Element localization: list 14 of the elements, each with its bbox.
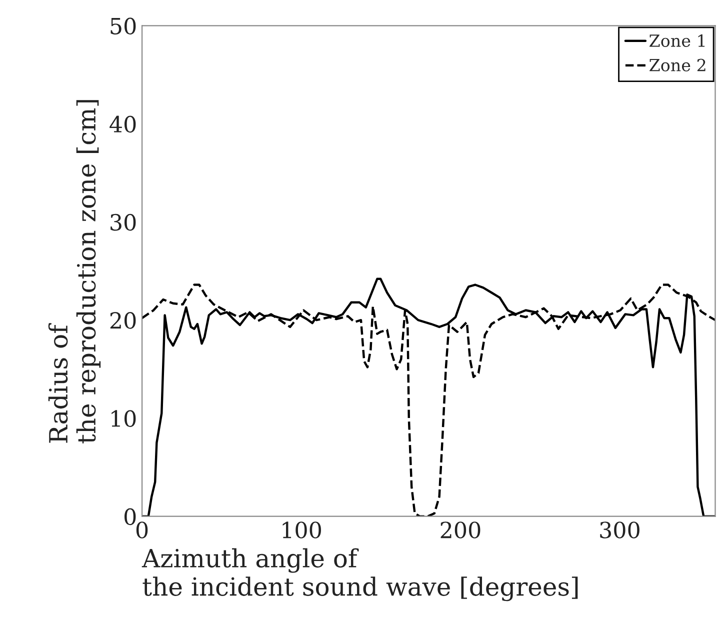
x-tick-label: 100 xyxy=(282,522,321,538)
y-tick-label: 20 xyxy=(110,312,136,329)
x-tick-label: 0 xyxy=(136,522,148,538)
x-tick-label: 200 xyxy=(440,522,480,538)
legend-label: Zone 2 xyxy=(650,58,706,72)
legend-label: Zone 1 xyxy=(650,34,705,47)
x-axis-title: Azimuth angle of the incident sound wave [degrees] xyxy=(142,548,578,602)
y-tick-label: 30 xyxy=(110,214,136,231)
y-tick-label: 40 xyxy=(110,116,136,133)
x-tick-label: 300 xyxy=(600,522,640,538)
y-axis-title: Radius of the reproduction zone [cm] xyxy=(48,100,101,444)
y-tick-label: 0 xyxy=(124,508,136,526)
y-tick-label: 50 xyxy=(110,18,136,34)
y-tick-label: 10 xyxy=(112,410,136,427)
